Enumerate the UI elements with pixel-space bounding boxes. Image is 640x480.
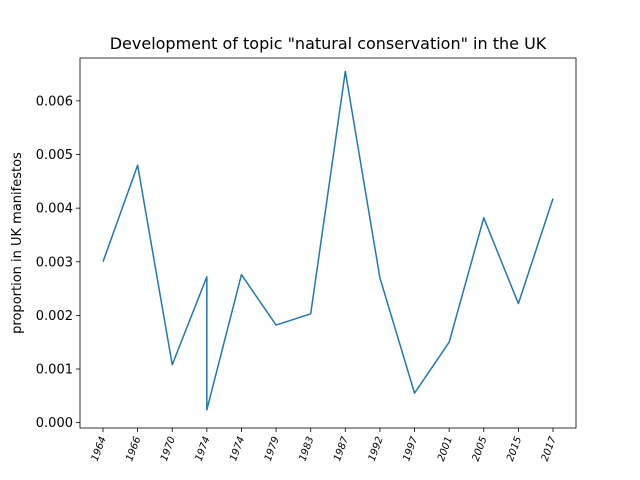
y-tick-label: 0.005 [36, 148, 73, 163]
chart-title: Development of topic "natural conservati… [110, 34, 547, 53]
y-axis-label: proportion in UK manifestos [10, 152, 25, 334]
y-tick-label: 0.000 [36, 416, 73, 431]
y-tick-label: 0.004 [36, 202, 73, 217]
axes-frame [79, 57, 577, 429]
series-line [102, 70, 554, 411]
y-tick-label: 0.006 [36, 94, 73, 109]
y-tick-label: 0.002 [36, 309, 73, 324]
y-tick-label: 0.003 [36, 255, 73, 270]
y-tick-label: 0.001 [36, 363, 73, 378]
